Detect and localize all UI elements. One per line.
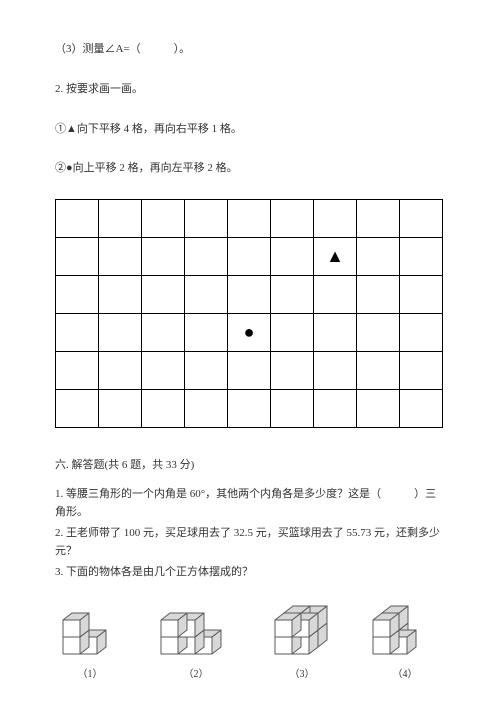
- section6-heading-text: 六. 解答题(共 6 题，共 33 分): [55, 459, 194, 471]
- grid-cell: [357, 238, 400, 276]
- grid-cell: [400, 238, 443, 276]
- section6-q1-text: 1. 等腰三角形的一个内角是 60°，其他两个内角各是多少度？这是（ ）三角形。: [55, 488, 436, 518]
- cube-svg-3: [271, 602, 333, 658]
- grid-cell: [314, 200, 357, 238]
- section6-q1: 1. 等腰三角形的一个内角是 60°，其他两个内角各是多少度？这是（ ）三角形。: [55, 486, 445, 521]
- grid-cell: ●: [228, 314, 271, 352]
- grid-cell: [271, 200, 314, 238]
- grid-cell: [357, 276, 400, 314]
- section6-q3: 3. 下面的物体各是由几个正方体摆成的？: [55, 564, 445, 582]
- grid-cell: [400, 390, 443, 428]
- grid-cell: [357, 200, 400, 238]
- cube-figure-2: （2）: [157, 602, 235, 684]
- grid-cell: [185, 238, 228, 276]
- grid-cell: [314, 314, 357, 352]
- grid-cell: [228, 238, 271, 276]
- grid-cell: [99, 390, 142, 428]
- grid-cell: [56, 276, 99, 314]
- question-1-3: （3）测量∠A=（ ）。: [55, 40, 445, 60]
- q1-text: （3）测量∠A=（ ）。: [55, 43, 190, 55]
- grid-cell: [185, 276, 228, 314]
- grid-cell: [228, 352, 271, 390]
- grid-cell: [99, 200, 142, 238]
- grid-cell: [56, 200, 99, 238]
- translation-grid: ▲●: [55, 199, 443, 428]
- grid-cell: [314, 390, 357, 428]
- section6-q2: 2. 王老师带了 100 元，买足球用去了 32.5 元，买篮球用去了 55.7…: [55, 525, 445, 560]
- fig1-label: （1）: [78, 666, 103, 684]
- grid-cell: [99, 314, 142, 352]
- question-2-item2: ②●向上平移 2 格，再向左平移 2 格。: [55, 159, 445, 179]
- section6-q3-text: 3. 下面的物体各是由几个正方体摆成的？: [55, 566, 253, 578]
- grid-cell: [56, 238, 99, 276]
- grid-cell: [142, 200, 185, 238]
- grid-cell: [271, 352, 314, 390]
- grid-cell: [228, 200, 271, 238]
- grid-cell: [56, 352, 99, 390]
- fig4-label: （4）: [393, 666, 418, 684]
- cube-figures-row: （1） （2） （3） （4）: [55, 602, 445, 684]
- grid-cell: [56, 314, 99, 352]
- grid-cell: [185, 314, 228, 352]
- grid-cell: [400, 352, 443, 390]
- grid-cell: [185, 352, 228, 390]
- cube-figure-3: （3）: [271, 602, 333, 684]
- translation-grid-wrap: ▲●: [55, 199, 445, 428]
- grid-cell: [228, 390, 271, 428]
- cube-svg-1: [59, 602, 121, 658]
- q2-item2-text: ②●向上平移 2 格，再向左平移 2 格。: [55, 162, 238, 174]
- grid-cell: [271, 276, 314, 314]
- grid-cell: [271, 390, 314, 428]
- grid-cell: [357, 314, 400, 352]
- cube-svg-2: [157, 602, 235, 658]
- grid-cell: [357, 352, 400, 390]
- grid-cell: [314, 352, 357, 390]
- cube-svg-4: [369, 602, 441, 658]
- grid-cell: [99, 238, 142, 276]
- fig3-label: （3）: [290, 666, 315, 684]
- fig2-label: （2）: [184, 666, 209, 684]
- cube-figure-1: （1）: [59, 602, 121, 684]
- cube-figure-4: （4）: [369, 602, 441, 684]
- q2-item1-text: ①▲向下平移 4 格，再向右平移 1 格。: [55, 123, 242, 135]
- section-6-heading: 六. 解答题(共 6 题，共 33 分): [55, 456, 445, 476]
- grid-cell: [142, 238, 185, 276]
- grid-cell: [56, 390, 99, 428]
- question-2-title: 2. 按要求画一画。: [55, 80, 445, 100]
- grid-cell: ▲: [314, 238, 357, 276]
- question-2-item1: ①▲向下平移 4 格，再向右平移 1 格。: [55, 120, 445, 140]
- grid-cell: [99, 276, 142, 314]
- grid-cell: [400, 276, 443, 314]
- grid-cell: [314, 276, 357, 314]
- q2-title-text: 2. 按要求画一画。: [55, 83, 143, 95]
- grid-cell: [228, 276, 271, 314]
- grid-cell: [357, 390, 400, 428]
- grid-cell: [185, 390, 228, 428]
- grid-cell: [185, 200, 228, 238]
- grid-cell: [142, 314, 185, 352]
- grid-cell: [271, 238, 314, 276]
- grid-cell: [99, 352, 142, 390]
- grid-cell: [400, 314, 443, 352]
- section6-q2-text: 2. 王老师带了 100 元，买足球用去了 32.5 元，买篮球用去了 55.7…: [55, 527, 440, 557]
- grid-cell: [271, 314, 314, 352]
- grid-cell: [142, 276, 185, 314]
- grid-cell: [142, 352, 185, 390]
- grid-cell: [400, 200, 443, 238]
- grid-cell: [142, 390, 185, 428]
